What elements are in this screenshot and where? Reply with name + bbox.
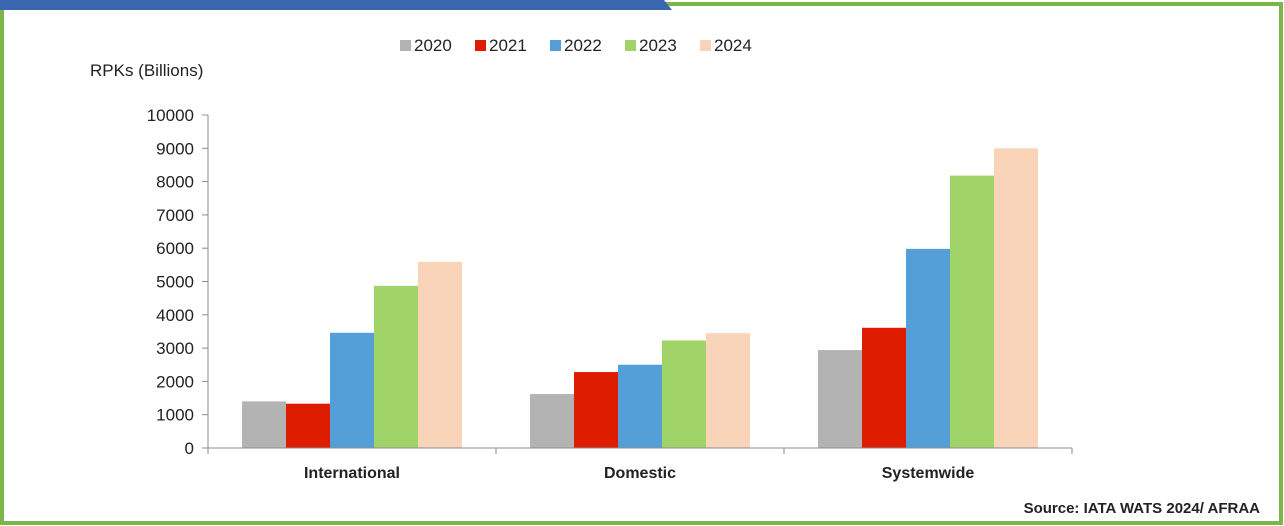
bar-2024-domestic (706, 333, 750, 448)
y-tick-label: 8000 (156, 173, 194, 192)
bar-2020-international (242, 401, 286, 448)
legend-swatch-2022 (550, 40, 561, 51)
bar-2022-systemwide (906, 248, 950, 448)
bar-2023-domestic (662, 340, 706, 448)
y-tick-label: 5000 (156, 273, 194, 292)
x-category-label: Systemwide (882, 465, 975, 482)
y-tick-label: 1000 (156, 406, 194, 425)
y-tick-label: 10000 (147, 106, 194, 125)
legend-label-2021: 2021 (489, 36, 527, 55)
legend-label-2020: 2020 (414, 36, 452, 55)
header-bar (0, 0, 672, 10)
bar-2021-systemwide (862, 327, 906, 448)
y-tick-label: 2000 (156, 372, 194, 391)
bar-2020-domestic (530, 394, 574, 448)
y-tick-label: 7000 (156, 206, 194, 225)
legend-label-2022: 2022 (564, 36, 602, 55)
y-tick-label: 9000 (156, 139, 194, 158)
bar-2021-domestic (574, 372, 618, 448)
source-note: Source: IATA WATS 2024/ AFRAA (1024, 500, 1261, 517)
y-tick-label: 3000 (156, 339, 194, 358)
x-category-label: International (304, 465, 400, 482)
bar-2024-systemwide (994, 148, 1038, 449)
y-axis-title: RPKs (Billions) (90, 61, 203, 80)
bar-2023-international (374, 285, 418, 448)
bar-2022-domestic (618, 364, 662, 448)
legend-swatch-2020 (400, 40, 411, 51)
bar-2020-systemwide (818, 350, 862, 448)
bar-2021-international (286, 403, 330, 448)
legend-swatch-2021 (475, 40, 486, 51)
legend-label-2023: 2023 (639, 36, 677, 55)
legend: 2020 2021 2022 2023 2024 (400, 36, 752, 55)
bar-2022-international (330, 332, 374, 448)
y-axis: 0 1000 2000 3000 4000 5000 6000 7000 8000 9000 100… (147, 106, 209, 458)
x-category-label: Domestic (604, 465, 676, 482)
bar-2023-systemwide (950, 175, 994, 448)
bar-2024-international (418, 261, 462, 448)
y-tick-label: 4000 (156, 306, 194, 325)
y-tick-label: 0 (185, 439, 194, 458)
bars (242, 148, 1038, 449)
legend-swatch-2024 (700, 40, 711, 51)
x-axis: International Domestic Systemwide (207, 447, 1073, 482)
legend-swatch-2023 (625, 40, 636, 51)
legend-label-2024: 2024 (714, 36, 752, 55)
y-tick-label: 6000 (156, 239, 194, 258)
